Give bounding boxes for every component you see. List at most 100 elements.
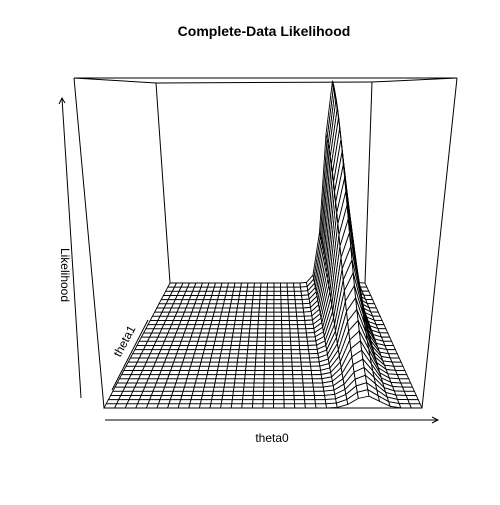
surface-facet bbox=[286, 282, 295, 288]
surface-facet bbox=[264, 353, 275, 359]
surface-facet bbox=[244, 370, 256, 376]
surface-facet bbox=[211, 349, 223, 355]
surface-facet bbox=[231, 290, 241, 296]
surface-facet bbox=[223, 332, 234, 338]
surface-facet bbox=[237, 349, 249, 355]
surface-facet bbox=[258, 307, 268, 313]
surface-facet bbox=[280, 303, 290, 309]
surface-facet bbox=[283, 390, 295, 396]
surface-facet bbox=[199, 399, 213, 405]
surface-facet bbox=[210, 353, 222, 359]
surface-facet bbox=[241, 324, 251, 330]
surface-facet bbox=[241, 320, 252, 326]
surface-facet bbox=[209, 357, 221, 363]
surface-facet bbox=[252, 290, 261, 296]
surface-facet bbox=[150, 390, 164, 396]
surface-facet bbox=[216, 328, 227, 334]
surface-facet bbox=[255, 349, 266, 355]
surface-facet bbox=[273, 324, 283, 330]
surface-facet bbox=[188, 403, 201, 409]
surface-facet bbox=[219, 353, 231, 359]
surface-facet bbox=[281, 315, 290, 321]
surface-facet bbox=[287, 303, 297, 309]
surface-facet bbox=[204, 378, 217, 384]
surface-facet bbox=[266, 286, 275, 292]
surface-facet bbox=[265, 311, 275, 317]
surface-facet bbox=[236, 307, 246, 313]
surface-facet bbox=[280, 299, 289, 305]
surface-facet bbox=[220, 311, 230, 317]
surface-facet bbox=[195, 345, 206, 351]
surface-facet bbox=[255, 345, 266, 351]
surface-facet bbox=[386, 349, 399, 355]
surface-facet bbox=[405, 395, 419, 401]
surface-facet bbox=[265, 332, 275, 338]
surface-facet bbox=[252, 395, 264, 401]
surface-facet bbox=[239, 286, 248, 292]
surface-facet bbox=[313, 390, 326, 396]
surface-facet bbox=[264, 357, 275, 363]
box-edge-front-left-vertical bbox=[73, 77, 105, 409]
surface-facet bbox=[217, 324, 228, 330]
z-axis-arrowhead bbox=[58, 96, 66, 105]
surface-facet bbox=[236, 361, 248, 367]
surface-facet bbox=[230, 403, 243, 409]
surface-facet bbox=[282, 361, 293, 367]
surface-facet bbox=[266, 282, 275, 288]
surface-facet bbox=[282, 349, 292, 355]
surface-facet bbox=[303, 395, 316, 401]
surface-facet bbox=[191, 390, 204, 396]
surface-facet bbox=[291, 357, 302, 363]
surface-facet bbox=[295, 311, 305, 317]
surface-facet bbox=[243, 382, 255, 388]
surface-facet bbox=[257, 320, 267, 326]
surface-facet bbox=[212, 345, 224, 351]
surface-facet bbox=[311, 374, 323, 380]
surface-facet bbox=[214, 336, 225, 342]
surface-facet bbox=[300, 361, 312, 367]
surface-facet bbox=[264, 345, 275, 351]
surface-facet bbox=[214, 378, 227, 384]
surface-facet bbox=[310, 369, 322, 376]
surface-facet bbox=[171, 390, 184, 396]
surface-facet bbox=[281, 324, 291, 330]
surface-facet bbox=[180, 395, 193, 401]
surface-facet bbox=[391, 361, 404, 367]
surface-facet bbox=[273, 290, 282, 296]
surface-facet bbox=[198, 365, 210, 371]
surface-facet bbox=[297, 328, 307, 334]
surface-facet bbox=[245, 365, 256, 371]
surface-facet bbox=[273, 395, 285, 401]
surface-facet bbox=[224, 295, 234, 301]
surface-facet bbox=[265, 320, 275, 326]
surface-facet bbox=[234, 374, 246, 380]
surface-facet bbox=[243, 307, 253, 313]
surface-facet bbox=[273, 295, 282, 301]
surface-facet bbox=[287, 299, 296, 305]
surface-facet bbox=[221, 345, 232, 351]
surface-facet bbox=[295, 303, 304, 309]
surface-facet bbox=[223, 382, 236, 388]
surface-facet bbox=[288, 307, 297, 313]
surface-facet bbox=[266, 290, 275, 296]
surface-facet bbox=[296, 320, 306, 326]
surface-facet bbox=[273, 361, 284, 367]
surface-facet bbox=[224, 378, 236, 384]
surface-facet bbox=[194, 378, 207, 384]
surface-facet bbox=[304, 399, 317, 405]
surface-facet bbox=[265, 328, 275, 334]
surface-facet bbox=[299, 353, 311, 359]
surface-facet bbox=[211, 315, 222, 321]
surface-facet bbox=[263, 378, 275, 384]
surface-facet bbox=[298, 336, 309, 342]
surface-facet bbox=[304, 403, 317, 409]
surface-facet bbox=[289, 332, 300, 338]
surface-facet bbox=[259, 286, 268, 292]
surface-facet bbox=[273, 353, 284, 359]
surface-facet bbox=[234, 315, 245, 321]
surface-facet bbox=[235, 311, 245, 317]
surface-facet bbox=[244, 374, 256, 380]
surface-facet bbox=[210, 320, 221, 326]
surface-facet bbox=[287, 290, 296, 296]
surface-facet bbox=[293, 286, 302, 292]
